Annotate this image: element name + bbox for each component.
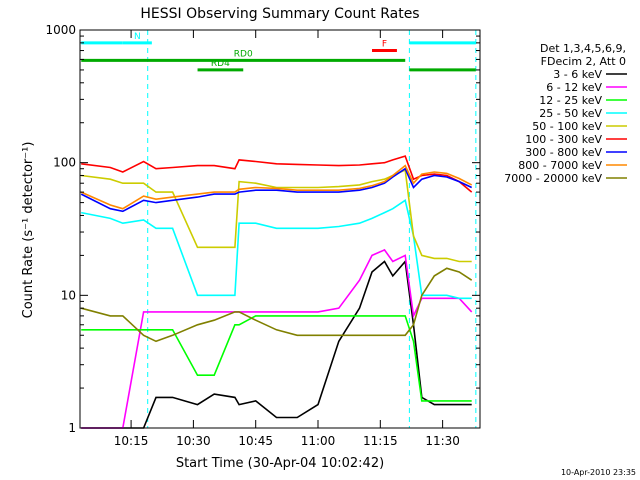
legend-header: Det 1,3,4,5,6,9,	[540, 42, 626, 55]
series-line	[80, 167, 473, 213]
x-tick-label: 11:00	[301, 434, 336, 448]
flag-bar-label: RD4	[211, 59, 230, 69]
legend-label: 800 - 7000 keV	[518, 159, 602, 172]
legend-label: 3 - 6 keV	[553, 68, 602, 81]
axes: 10:15 10:30 10:45 11:00 11:15 11:30 1 10 100 1000	[45, 23, 480, 448]
legend-label: 100 - 300 keV	[525, 133, 602, 146]
legend: Det 1,3,4,5,6,9,FDecim 2, Att 03 - 6 keV…	[504, 42, 627, 185]
legend-label: 300 - 800 keV	[525, 146, 602, 159]
series-line	[81, 168, 472, 263]
x-tick-label: 10:30	[176, 434, 211, 448]
legend-label: 50 - 100 keV	[532, 120, 602, 133]
y-tick-label: 10	[61, 288, 76, 302]
plot-frame	[79, 29, 481, 429]
x-tick-label: 10:15	[114, 434, 149, 448]
x-tick-label: 11:30	[425, 434, 460, 448]
legend-label: 12 - 25 keV	[539, 94, 602, 107]
flag-bar-label: RD0	[234, 49, 253, 59]
x-tick-label: 11:15	[363, 434, 398, 448]
plot-area: N RD0 RD4 F	[80, 30, 477, 429]
y-tick-label: 1000	[45, 23, 76, 37]
legend-label: 7000 - 20000 keV	[504, 172, 602, 185]
legend-label: 6 - 12 keV	[546, 81, 602, 94]
series-line	[80, 164, 473, 210]
y-axis-label: Count Rate (s⁻¹ detector⁻¹)	[21, 142, 36, 319]
series-line	[80, 267, 473, 343]
series-line	[81, 315, 472, 402]
flag-bar-label: F	[382, 40, 387, 50]
flag-bar-label: N	[134, 32, 141, 42]
series-line	[81, 198, 472, 300]
chart-title: HESSI Observing Summary Count Rates	[140, 6, 419, 22]
y-tick-label: 1	[68, 421, 76, 435]
date-stamp: 10-Apr-2010 23:35	[561, 468, 636, 477]
y-tick-label: 100	[53, 156, 76, 170]
legend-label: 25 - 50 keV	[539, 107, 602, 120]
x-tick-label: 10:45	[238, 434, 273, 448]
x-axis-label: Start Time (30-Apr-04 10:02:42)	[176, 456, 384, 471]
legend-header: FDecim 2, Att 0	[541, 55, 626, 68]
